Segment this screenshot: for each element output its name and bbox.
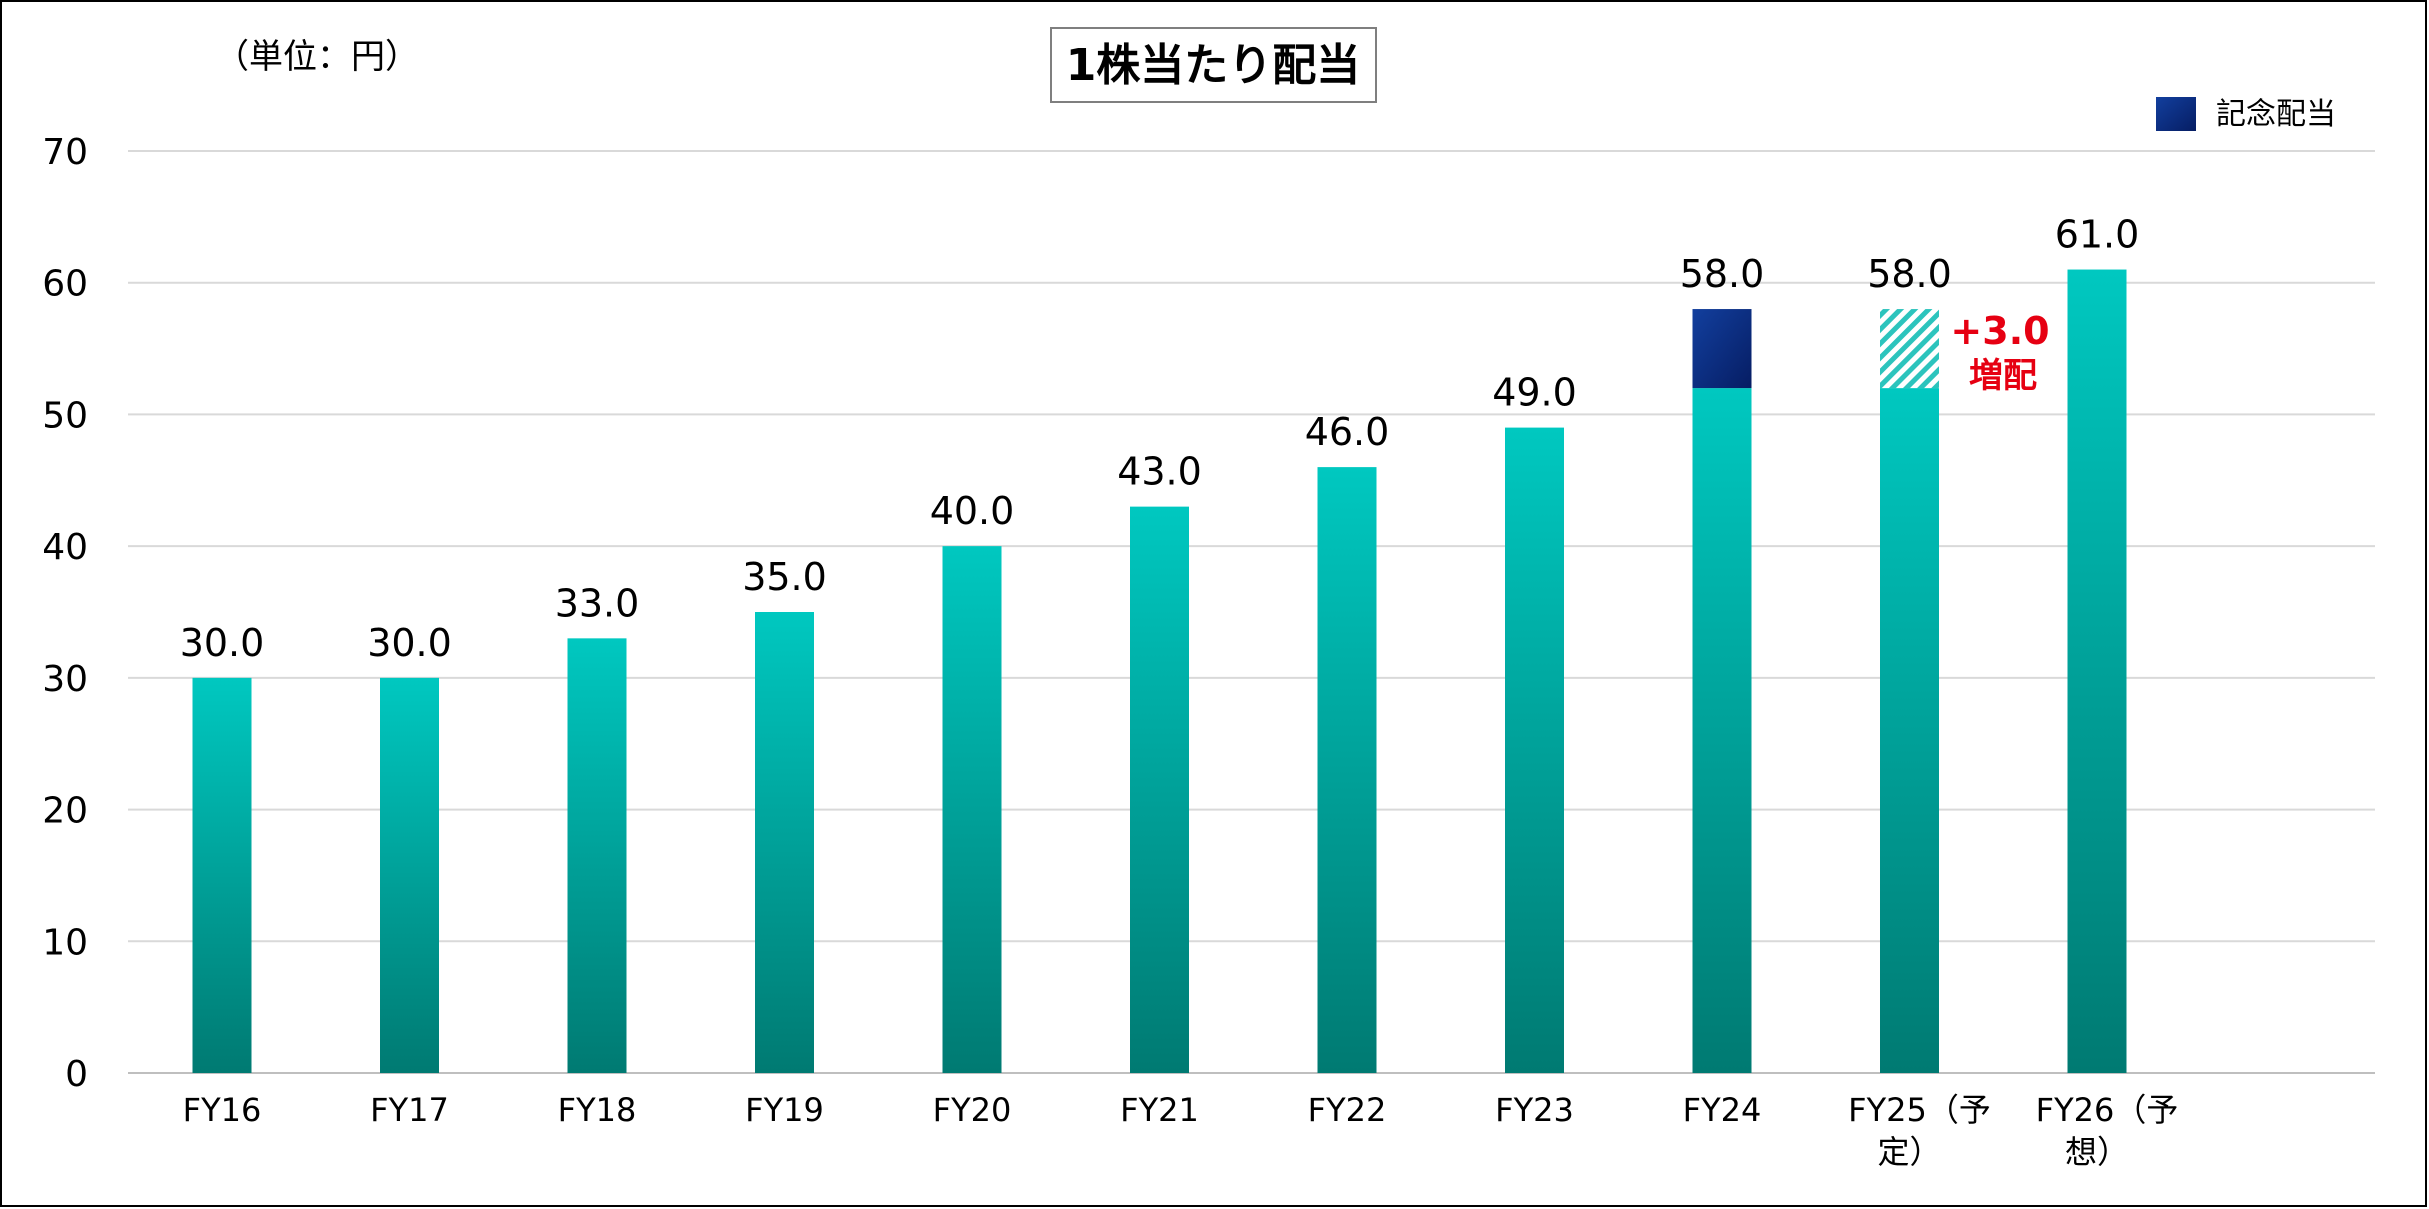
data-label: 30.0 [367, 621, 452, 665]
y-tick-label: 60 [42, 264, 88, 305]
data-label: 58.0 [1867, 252, 1952, 296]
y-axis-ticks: 0 10 20 30 40 50 60 70 [42, 132, 88, 1095]
data-label: 58.0 [1680, 252, 1765, 296]
bar [2067, 269, 2127, 1073]
bar [1317, 467, 1377, 1074]
x-tick-label: FY17 [370, 1091, 449, 1129]
data-label: 49.0 [1492, 371, 1577, 415]
bar [1505, 427, 1564, 1074]
bar [1130, 506, 1189, 1074]
x-tick-label: FY19 [745, 1091, 824, 1129]
y-tick-label: 70 [42, 132, 88, 173]
bar [755, 612, 814, 1073]
x-tick-label: FY21 [1120, 1091, 1199, 1129]
unit-label: （単位：円） [215, 37, 419, 77]
legend: 記念配当 [2156, 97, 2336, 132]
legend-swatch-commemorative [2156, 97, 2196, 131]
data-labels: 30.0 30.0 33.0 35.0 40.0 43.0 46.0 49.0 58.0 58.0… [180, 213, 2140, 665]
gridlines [128, 150, 2375, 1074]
x-tick-label: FY26（予想） [2036, 1091, 2179, 1171]
y-tick-label: 50 [42, 395, 88, 436]
y-tick-label: 20 [42, 791, 88, 832]
x-tick-label: FY22 [1308, 1091, 1387, 1129]
bars [192, 269, 2127, 1074]
bar [380, 677, 439, 1073]
bar [1880, 388, 1939, 1074]
annotation-amount: +3.0 [1950, 309, 2049, 353]
data-label: 46.0 [1305, 410, 1390, 454]
bar [942, 546, 1002, 1073]
y-tick-label: 10 [42, 922, 88, 963]
bar [192, 677, 252, 1073]
x-tick-label: FY18 [558, 1091, 637, 1129]
x-axis-ticks: FY16 FY17 FY18 FY19 FY20 FY21 FY22 FY23 FY24 FY25… [183, 1091, 2179, 1171]
chart-title-box [1050, 27, 1377, 103]
y-tick-label: 40 [42, 527, 88, 568]
x-tick-label: FY23 [1495, 1091, 1574, 1129]
bar-increase [1880, 309, 1939, 389]
bar [1692, 388, 1752, 1074]
data-label: 43.0 [1117, 450, 1202, 494]
data-label: 33.0 [555, 581, 640, 625]
chart-title: 1株当たり配当 [1066, 40, 1361, 91]
bar-commemorative [1692, 309, 1752, 389]
data-label: 35.0 [742, 555, 827, 599]
data-label: 61.0 [2055, 213, 2140, 257]
x-tick-label: FY24 [1683, 1091, 1762, 1129]
data-label: 30.0 [180, 621, 265, 665]
x-tick-label: FY25（予定） [1848, 1091, 1991, 1171]
bar [567, 638, 627, 1073]
y-tick-label: 30 [42, 659, 88, 700]
x-tick-label: FY16 [183, 1091, 262, 1129]
increase-annotation: +3.0 増配 [1950, 309, 2049, 396]
x-tick-label: FY20 [933, 1091, 1012, 1129]
y-tick-label: 0 [65, 1054, 88, 1095]
annotation-label: 増配 [1969, 356, 2037, 396]
legend-label-commemorative: 記念配当 [2216, 97, 2336, 132]
data-label: 40.0 [930, 489, 1015, 533]
